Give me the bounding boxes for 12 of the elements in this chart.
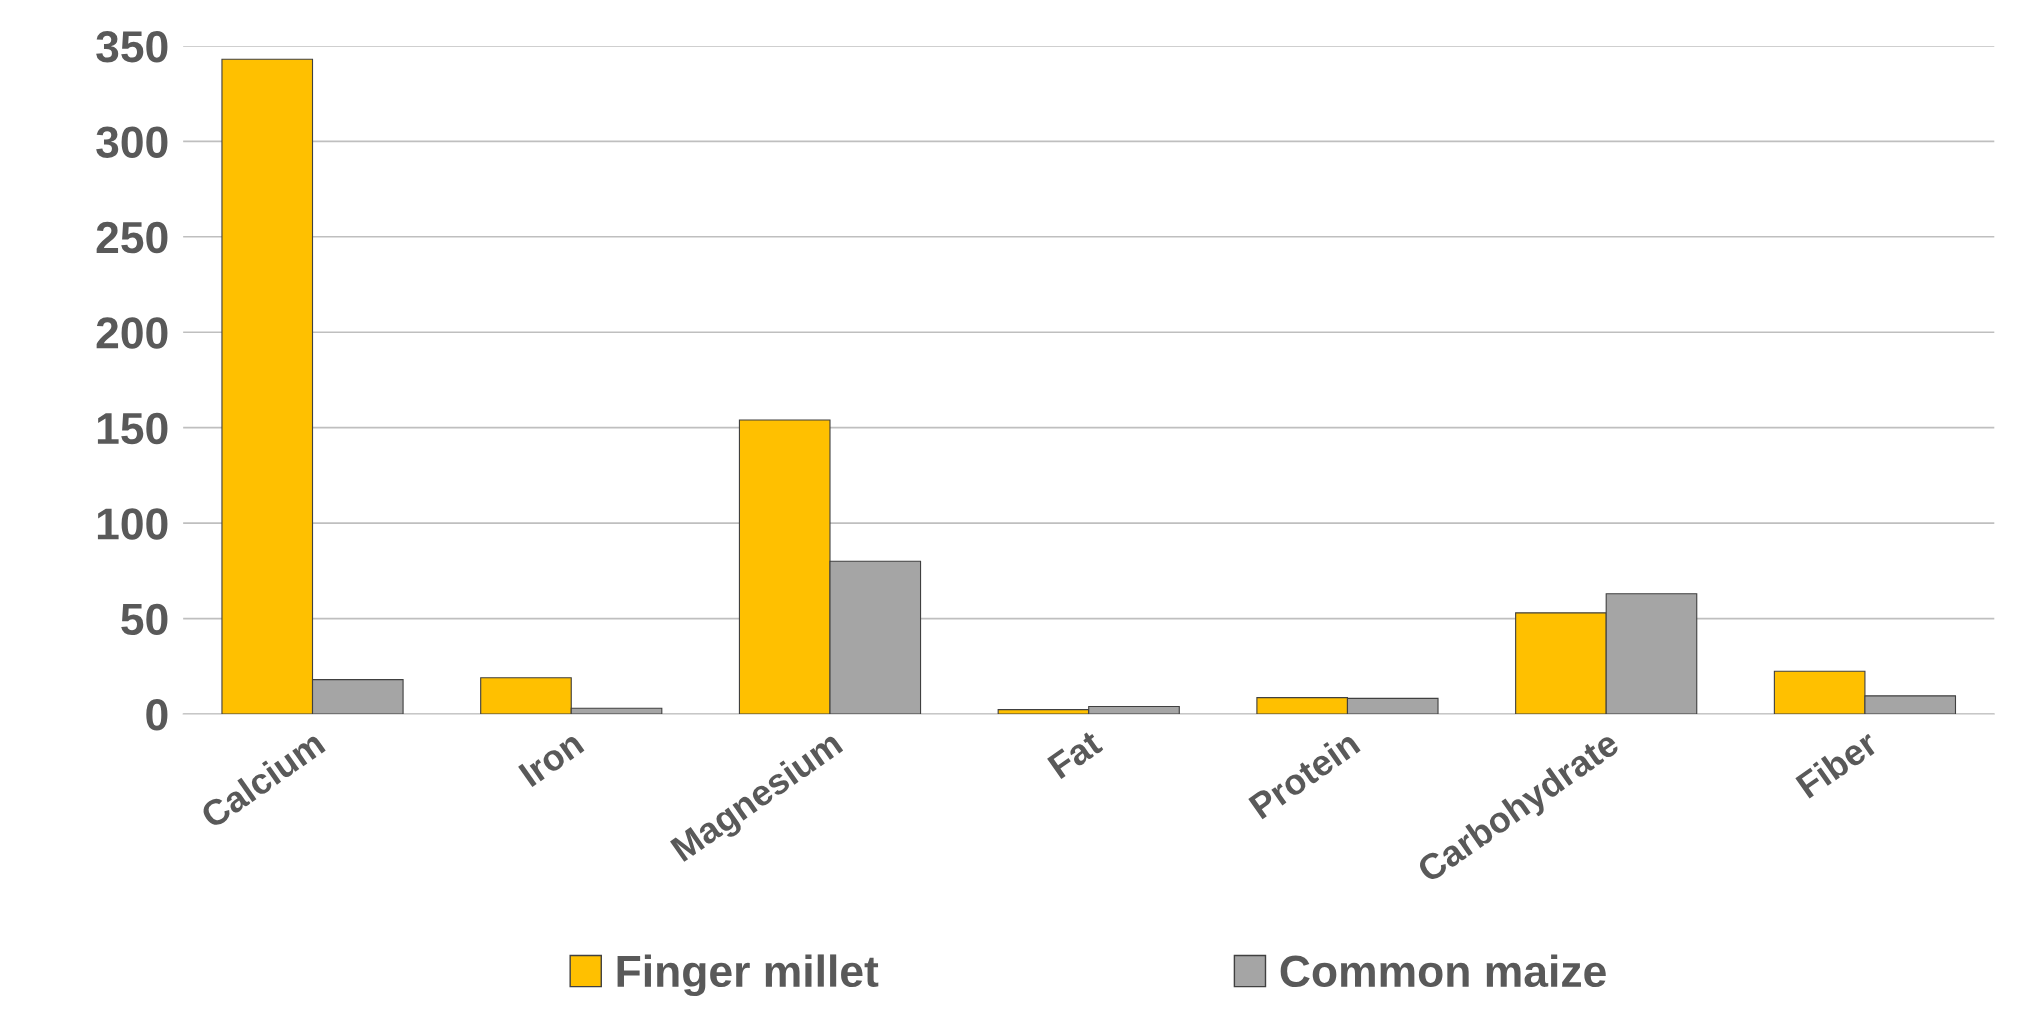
legend-label: Common maize: [1280, 954, 1606, 988]
y-tick-label: 50: [121, 603, 168, 636]
y-tick-label: 350: [96, 30, 168, 63]
y-tick-label: 250: [96, 221, 168, 254]
x-tick-label: Fat: [1047, 729, 1104, 780]
y-tick-label: 150: [97, 412, 168, 445]
y-tick-label: 200: [96, 317, 168, 349]
y-tick-label: 0: [146, 699, 168, 731]
y-tick-label: 300: [96, 126, 168, 158]
y-tick-label: 100: [97, 508, 168, 540]
legend-label: Finger millet: [617, 954, 879, 997]
x-tick-label: Iron: [518, 730, 585, 788]
